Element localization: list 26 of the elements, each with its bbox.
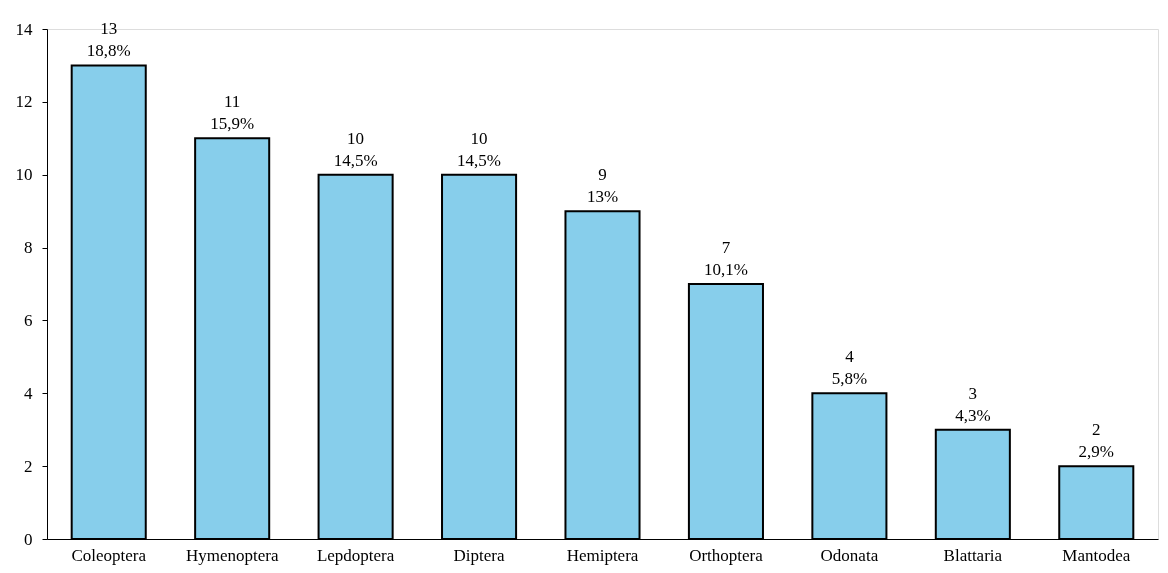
data-label: 10 14,5% bbox=[457, 128, 502, 170]
data-label: 7 10,1% bbox=[703, 238, 748, 279]
data-label: 9 13% bbox=[586, 165, 619, 207]
y-tick-label: 10 bbox=[15, 165, 33, 185]
x-tick-label: Blattaria bbox=[943, 545, 1003, 565]
data-label: 3 4,3% bbox=[955, 383, 991, 425]
x-tick-label: Hymenoptera bbox=[185, 545, 279, 565]
x-tick-label: Odonata bbox=[820, 545, 879, 565]
x-tick-label: Lepdoptera bbox=[316, 545, 395, 565]
y-tick-label: 12 bbox=[15, 92, 33, 112]
y-tick-label: 14 bbox=[15, 19, 33, 39]
x-tick-label: Diptera bbox=[453, 545, 505, 565]
x-tick-label: Orthoptera bbox=[689, 545, 764, 565]
data-label: 10 14,5% bbox=[333, 128, 378, 170]
y-tick-label: 4 bbox=[24, 383, 33, 403]
y-tick-label: 6 bbox=[24, 310, 33, 330]
y-tick-label: 2 bbox=[24, 456, 33, 476]
x-tick-label: Hemiptera bbox=[566, 545, 639, 565]
data-label: 13 18,8% bbox=[86, 19, 131, 61]
y-tick-label: 0 bbox=[24, 529, 33, 549]
y-tick-label: 8 bbox=[24, 238, 33, 258]
x-tick-label: Coleoptera bbox=[71, 545, 147, 565]
x-tick-label: Mantodea bbox=[1062, 545, 1131, 565]
data-label: 2 2,9% bbox=[1078, 420, 1114, 462]
data-label: 11 15,9% bbox=[210, 92, 255, 134]
data-label: 4 5,8% bbox=[831, 347, 868, 389]
